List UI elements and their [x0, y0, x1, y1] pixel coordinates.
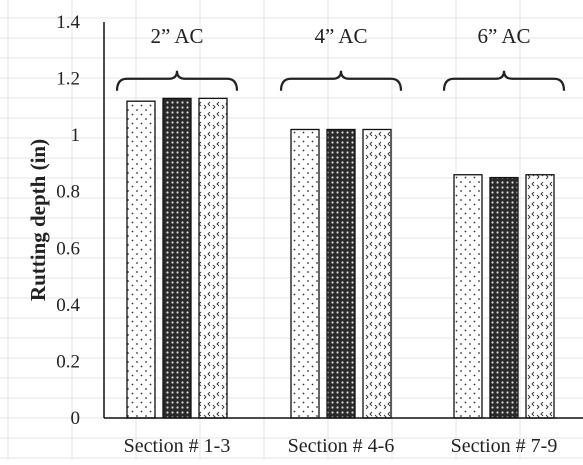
group-annotation: 2” AC — [150, 24, 203, 48]
bars — [126, 97, 555, 419]
bar — [362, 128, 392, 419]
y-tick-label: 1.2 — [56, 69, 80, 90]
y-tick-label: 0 — [71, 408, 81, 429]
group-annotation: 4” AC — [314, 24, 367, 48]
group-brace — [115, 70, 239, 91]
bar — [290, 128, 320, 419]
bar — [162, 97, 192, 419]
bar — [326, 128, 356, 419]
group-brace — [279, 70, 403, 91]
y-axis-title: Rutting depth (in) — [26, 139, 50, 301]
bar — [453, 174, 483, 419]
bar — [126, 100, 156, 419]
y-tick-label: 1 — [71, 125, 81, 146]
x-tick-label: Section # 7-9 — [451, 435, 558, 457]
axes — [103, 22, 583, 419]
x-tick-label: Section # 1-3 — [124, 435, 231, 457]
group-annotation: 6” AC — [477, 24, 530, 48]
group-brace — [442, 70, 566, 91]
bar — [525, 174, 555, 419]
y-tick-label: 0.8 — [56, 182, 80, 203]
y-tick-label: 0.2 — [56, 351, 80, 372]
y-tick-label: 1.4 — [56, 12, 80, 33]
y-tick-label: 0.6 — [56, 238, 80, 259]
bar — [198, 97, 228, 419]
y-tick-label: 0.4 — [56, 295, 80, 316]
bar — [489, 176, 519, 419]
x-tick-label: Section # 4-6 — [288, 435, 395, 457]
labels: 0 0.2 0.4 0.6 0.8 1 1.2 1.4 Rutting depth (in) Se… — [26, 12, 566, 457]
